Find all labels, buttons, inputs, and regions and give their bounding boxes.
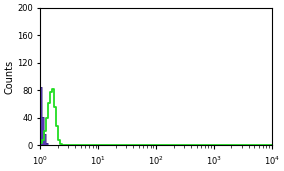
Y-axis label: Counts: Counts	[4, 60, 14, 94]
